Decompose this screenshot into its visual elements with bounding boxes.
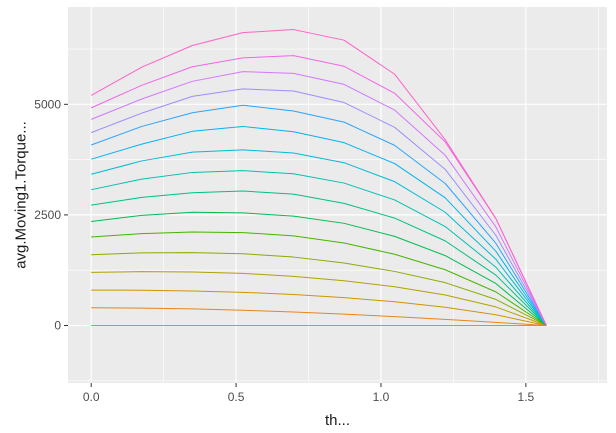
series-line-16 xyxy=(90,29,547,326)
x-tick-label: 1.5 xyxy=(518,390,535,404)
series-line-8 xyxy=(91,190,547,326)
series-line-15 xyxy=(90,55,547,326)
minor-gridlines xyxy=(68,7,607,383)
series-line-10 xyxy=(91,149,547,326)
x-tick-label: 0.5 xyxy=(228,390,245,404)
series-line-12 xyxy=(91,104,547,326)
x-axis-title: th... xyxy=(325,412,350,429)
y-axis: 0 2500 5000 xyxy=(34,97,68,332)
series-line-4 xyxy=(91,271,547,326)
series-line-2 xyxy=(91,307,547,326)
y-axis-title: avg.Moving1.Torque... xyxy=(12,121,29,269)
series-line-7 xyxy=(91,211,547,326)
series-line-9 xyxy=(91,170,547,326)
series-line-11 xyxy=(91,125,547,326)
x-axis: 0.0 0.5 1.0 1.5 xyxy=(83,383,535,404)
series-line-5 xyxy=(91,252,547,326)
x-tick-label: 0.0 xyxy=(83,390,100,404)
plot-panel xyxy=(68,7,607,383)
series-line-6 xyxy=(91,231,547,326)
series-line-3 xyxy=(91,289,547,326)
y-tick-label: 0 xyxy=(54,318,61,332)
x-tick-label: 1.0 xyxy=(373,390,390,404)
y-tick-label: 2500 xyxy=(34,208,61,222)
y-tick-label: 5000 xyxy=(34,97,61,111)
series-line-14 xyxy=(90,71,547,326)
series-line-13 xyxy=(91,88,547,326)
series-lines xyxy=(90,29,547,326)
